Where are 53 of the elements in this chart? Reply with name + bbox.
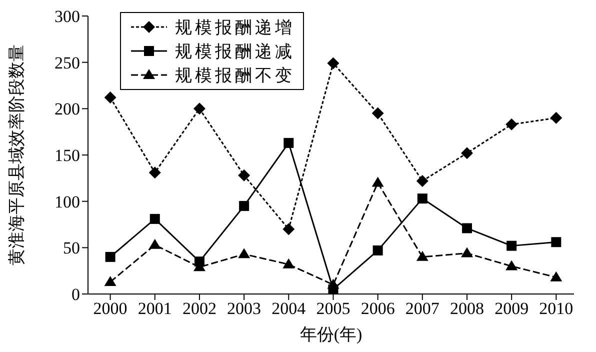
x-tick-label: 2006 [360, 299, 395, 318]
point [372, 245, 383, 256]
point [104, 276, 116, 286]
x-tick-label: 2003 [227, 299, 262, 318]
y-tick-label: 100 [54, 192, 80, 212]
x-axis-title: 年份(年) [300, 325, 362, 344]
point [327, 57, 340, 70]
point [148, 238, 161, 249]
point [284, 138, 294, 148]
point [238, 169, 250, 182]
point [506, 240, 517, 251]
y-tick-label: 300 [54, 7, 80, 26]
point [239, 200, 250, 211]
point [104, 92, 116, 104]
point [238, 248, 250, 258]
point [550, 271, 562, 282]
point [462, 223, 472, 234]
point [327, 278, 340, 289]
point [148, 166, 161, 179]
point [150, 214, 160, 224]
x-tick-label: 2002 [182, 299, 216, 318]
point [417, 194, 428, 204]
y-tick-label: 0 [72, 285, 80, 304]
x-tick-label: 2004 [272, 299, 306, 318]
x-tick-label: 2000 [93, 299, 128, 318]
x-tick-label: 2009 [494, 299, 529, 318]
legend-label: 规模报酬递增 [175, 16, 295, 38]
y-tick-label: 50 [63, 238, 80, 258]
point [372, 107, 384, 120]
legend-label: 规模报酬不变 [175, 64, 295, 86]
legend-label: 规模报酬递减 [175, 40, 295, 62]
x-tick-label: 2001 [138, 299, 172, 318]
point [506, 118, 518, 130]
y-tick-label: 150 [54, 146, 80, 166]
point [550, 112, 562, 124]
x-tick-label: 2005 [316, 299, 350, 318]
point [416, 250, 428, 261]
x-tick-label: 2007 [405, 299, 440, 318]
x-tick-label: 2010 [539, 299, 574, 318]
point [105, 252, 116, 262]
x-tick-label: 2008 [450, 299, 484, 318]
point [460, 247, 473, 258]
point [460, 147, 473, 160]
point [506, 260, 518, 270]
point [551, 237, 562, 248]
y-axis-title: 黄淮海平原县域效率阶段数量 [7, 44, 26, 266]
y-tick-label: 250 [54, 53, 80, 72]
point [282, 223, 295, 236]
point [193, 102, 206, 115]
point [416, 174, 428, 187]
point [282, 258, 295, 268]
y-tick-label: 200 [54, 100, 80, 119]
point [372, 176, 384, 187]
